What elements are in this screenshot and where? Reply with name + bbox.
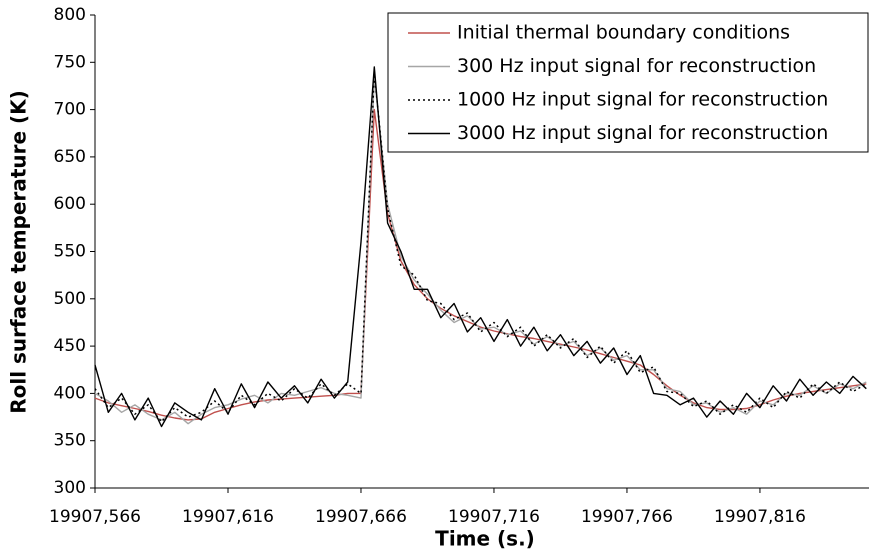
x-tick-label: 19907,716: [448, 507, 540, 527]
x-tick-label: 19907,616: [182, 507, 274, 527]
y-tick-label: 300: [54, 478, 86, 498]
legend-label: 1000 Hz input signal for reconstruction: [457, 89, 828, 111]
y-axis-title: Roll surface temperature (K): [7, 90, 31, 414]
series-line: [94, 108, 867, 421]
y-tick-label: 400: [54, 383, 86, 403]
x-axis-title: Time (s.): [435, 527, 535, 551]
y-tick-label: 650: [54, 147, 86, 167]
y-tick-label: 700: [54, 100, 86, 120]
x-tick-label: 19907,566: [49, 507, 141, 527]
x-tick-label: 19907,666: [315, 507, 407, 527]
y-tick-label: 450: [54, 336, 86, 356]
legend-label: 300 Hz input signal for reconstruction: [457, 55, 816, 77]
y-tick-label: 600: [54, 194, 86, 214]
y-tick-label: 550: [54, 242, 86, 262]
y-tick-label: 350: [54, 431, 86, 451]
series-line: [94, 66, 867, 428]
x-tick-label: 19907,816: [714, 507, 806, 527]
legend-label: Initial thermal boundary conditions: [457, 22, 790, 44]
legend-box: [387, 12, 869, 153]
x-tick-label: 19907,766: [581, 507, 673, 527]
y-tick-label: 800: [54, 5, 86, 25]
legend: Initial thermal boundary conditions 300 H…: [387, 12, 869, 153]
y-tick-label: 750: [54, 52, 86, 72]
legend-label: 3000 Hz input signal for reconstruction: [457, 122, 828, 144]
y-tick-label: 500: [54, 289, 86, 309]
